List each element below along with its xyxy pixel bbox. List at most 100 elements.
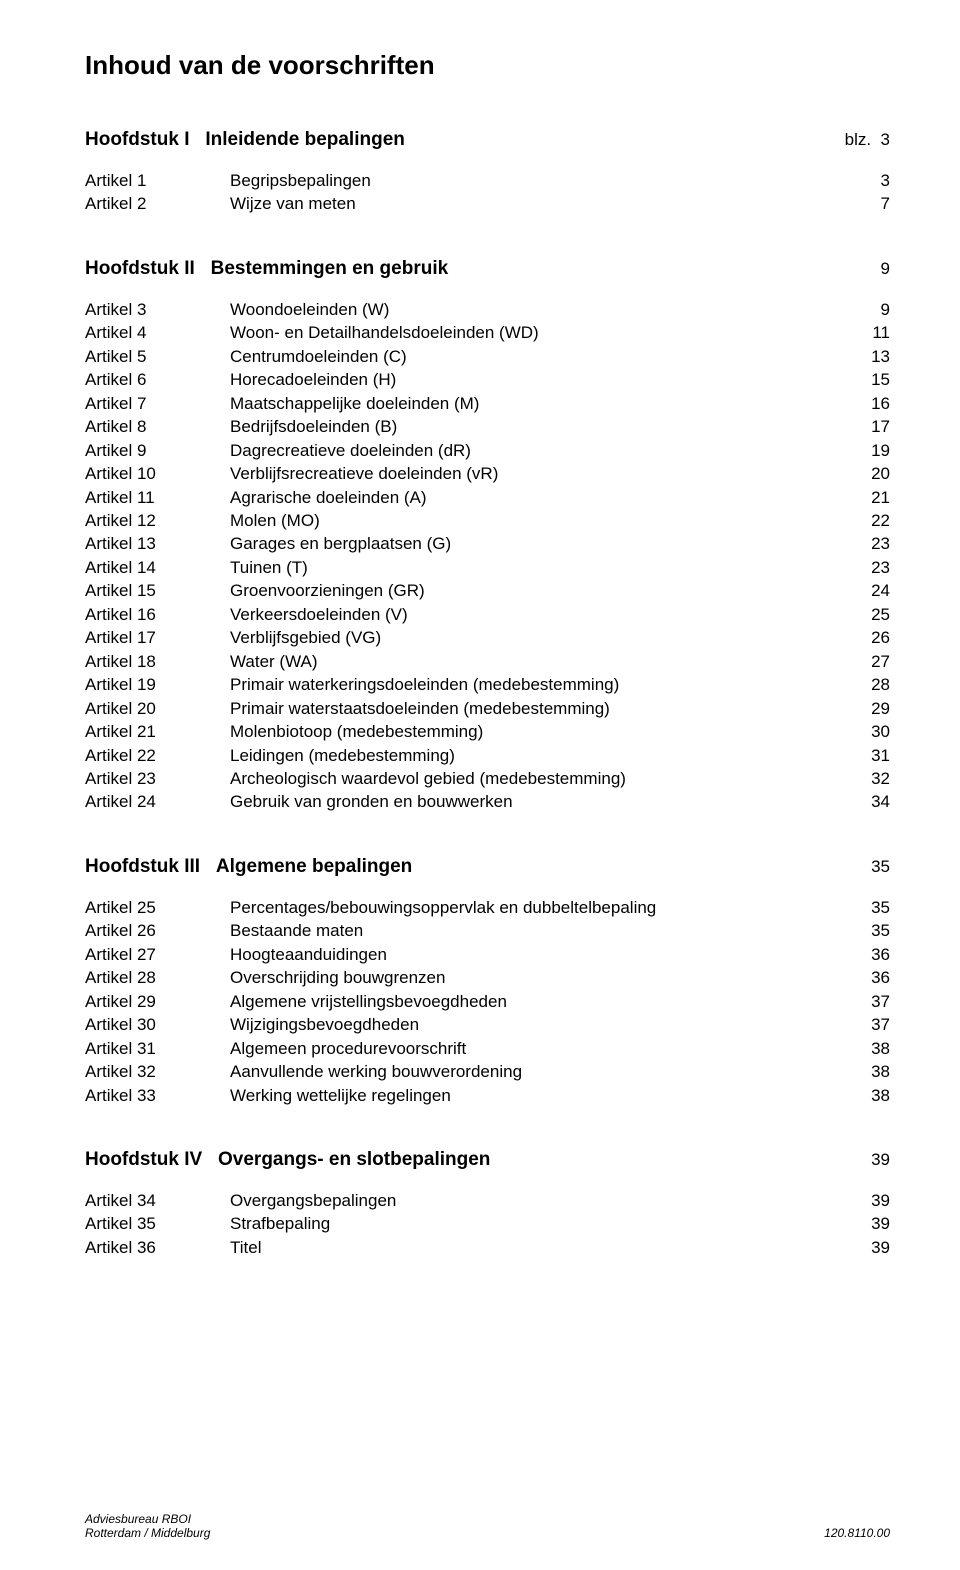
toc-row: Artikel 28Overschrijding bouwgrenzen36	[85, 966, 890, 989]
chapter-block: Hoofdstuk III Algemene bepalingen 35 Artik…	[85, 856, 890, 1107]
toc-page: 38	[850, 1084, 890, 1107]
toc-row: Artikel 19Primair waterkeringsdoeleinden…	[85, 673, 890, 696]
toc-article: Artikel 19	[85, 673, 230, 696]
toc-article: Artikel 24	[85, 790, 230, 813]
chapter-page-number: 39	[871, 1150, 890, 1169]
toc-container: Hoofdstuk I Inleidende bepalingen blz. 3 A…	[85, 129, 890, 1259]
toc-article: Artikel 7	[85, 392, 230, 415]
toc-description: Leidingen (medebestemming)	[230, 744, 850, 767]
toc-page: 13	[850, 345, 890, 368]
toc-page: 11	[850, 321, 890, 344]
toc-page: 38	[850, 1060, 890, 1083]
toc-page: 37	[850, 990, 890, 1013]
toc-page: 36	[850, 966, 890, 989]
toc-article: Artikel 8	[85, 415, 230, 438]
toc-page: 28	[850, 673, 890, 696]
chapter-heading-text: Hoofdstuk II Bestemmingen en gebruik	[85, 258, 448, 280]
toc-row: Artikel 17Verblijfsgebied (VG)26	[85, 626, 890, 649]
chapter-page-number: 9	[881, 259, 890, 278]
toc-description: Garages en bergplaatsen (G)	[230, 532, 850, 555]
toc-row: Artikel 30Wijzigingsbevoegdheden37	[85, 1013, 890, 1036]
toc-description: Wijzigingsbevoegdheden	[230, 1013, 850, 1036]
toc-article: Artikel 1	[85, 169, 230, 192]
chapter-title: Bestemmingen en gebruik	[211, 258, 449, 279]
toc-article: Artikel 4	[85, 321, 230, 344]
toc-row: Artikel 24Gebruik van gronden en bouwwer…	[85, 790, 890, 813]
toc-description: Maatschappelijke doeleinden (M)	[230, 392, 850, 415]
toc-page: 36	[850, 943, 890, 966]
toc-article: Artikel 5	[85, 345, 230, 368]
toc-list: Artikel 25Percentages/bebouwingsoppervla…	[85, 896, 890, 1107]
toc-description: Water (WA)	[230, 650, 850, 673]
toc-row: Artikel 25Percentages/bebouwingsoppervla…	[85, 896, 890, 919]
chapter-block: Hoofdstuk II Bestemmingen en gebruik 9 Art…	[85, 258, 890, 814]
toc-description: Primair waterkeringsdoeleinden (medebest…	[230, 673, 850, 696]
toc-row: Artikel 23Archeologisch waardevol gebied…	[85, 767, 890, 790]
toc-article: Artikel 23	[85, 767, 230, 790]
toc-article: Artikel 29	[85, 990, 230, 1013]
toc-description: Wijze van meten	[230, 192, 850, 215]
toc-description: Archeologisch waardevol gebied (medebest…	[230, 767, 850, 790]
document-title: Inhoud van de voorschriften	[85, 50, 890, 81]
toc-page: 17	[850, 415, 890, 438]
chapter-heading: Hoofdstuk IV Overgangs- en slotbepalinge…	[85, 1149, 890, 1171]
toc-description: Primair waterstaatsdoeleinden (medebeste…	[230, 697, 850, 720]
chapter-page: 39	[871, 1150, 890, 1170]
toc-article: Artikel 28	[85, 966, 230, 989]
chapter-page-number: 3	[881, 130, 890, 149]
chapter-title: Inleidende bepalingen	[205, 129, 405, 150]
toc-article: Artikel 26	[85, 919, 230, 942]
toc-page: 39	[850, 1212, 890, 1235]
toc-page: 24	[850, 579, 890, 602]
toc-page: 37	[850, 1013, 890, 1036]
toc-article: Artikel 10	[85, 462, 230, 485]
toc-page: 39	[850, 1236, 890, 1259]
toc-description: Molen (MO)	[230, 509, 850, 532]
toc-page: 39	[850, 1189, 890, 1212]
toc-page: 23	[850, 532, 890, 555]
chapter-page: 9	[881, 259, 890, 279]
blz-label: blz.	[845, 130, 871, 149]
toc-article: Artikel 17	[85, 626, 230, 649]
chapter-heading-text: Hoofdstuk III Algemene bepalingen	[85, 856, 412, 878]
toc-row: Artikel 22Leidingen (medebestemming)31	[85, 744, 890, 767]
toc-description: Dagrecreatieve doeleinden (dR)	[230, 439, 850, 462]
chapter-heading-text: Hoofdstuk I Inleidende bepalingen	[85, 129, 405, 151]
toc-article: Artikel 14	[85, 556, 230, 579]
toc-row: Artikel 8Bedrijfsdoeleinden (B)17	[85, 415, 890, 438]
toc-description: Werking wettelijke regelingen	[230, 1084, 850, 1107]
toc-description: Woon- en Detailhandelsdoeleinden (WD)	[230, 321, 850, 344]
toc-description: Strafbepaling	[230, 1212, 850, 1235]
toc-page: 27	[850, 650, 890, 673]
toc-list: Artikel 3Woondoeleinden (W)9Artikel 4Woo…	[85, 298, 890, 814]
chapter-page: blz. 3	[845, 130, 890, 150]
toc-page: 15	[850, 368, 890, 391]
toc-row: Artikel 20Primair waterstaatsdoeleinden …	[85, 697, 890, 720]
toc-row: Artikel 18Water (WA)27	[85, 650, 890, 673]
toc-description: Molenbiotoop (medebestemming)	[230, 720, 850, 743]
toc-article: Artikel 13	[85, 532, 230, 555]
toc-description: Horecadoeleinden (H)	[230, 368, 850, 391]
footer-left: Adviesbureau RBOI Rotterdam / Middelburg	[85, 1512, 210, 1540]
toc-article: Artikel 27	[85, 943, 230, 966]
toc-row: Artikel 33Werking wettelijke regelingen3…	[85, 1084, 890, 1107]
toc-article: Artikel 3	[85, 298, 230, 321]
toc-article: Artikel 36	[85, 1236, 230, 1259]
toc-page: 25	[850, 603, 890, 626]
toc-row: Artikel 16Verkeersdoeleinden (V)25	[85, 603, 890, 626]
toc-description: Tuinen (T)	[230, 556, 850, 579]
toc-page: 31	[850, 744, 890, 767]
chapter-page-number: 35	[871, 857, 890, 876]
chapter-label: Hoofdstuk IV	[85, 1149, 202, 1170]
toc-row: Artikel 29Algemene vrijstellingsbevoegdh…	[85, 990, 890, 1013]
toc-article: Artikel 9	[85, 439, 230, 462]
chapter-title: Overgangs- en slotbepalingen	[218, 1149, 490, 1170]
toc-page: 32	[850, 767, 890, 790]
toc-article: Artikel 6	[85, 368, 230, 391]
toc-page: 16	[850, 392, 890, 415]
chapter-label: Hoofdstuk I	[85, 129, 190, 150]
chapter-heading: Hoofdstuk I Inleidende bepalingen blz. 3	[85, 129, 890, 151]
toc-row: Artikel 26Bestaande maten35	[85, 919, 890, 942]
footer-left-line2: Rotterdam / Middelburg	[85, 1526, 210, 1540]
toc-row: Artikel 3Woondoeleinden (W)9	[85, 298, 890, 321]
